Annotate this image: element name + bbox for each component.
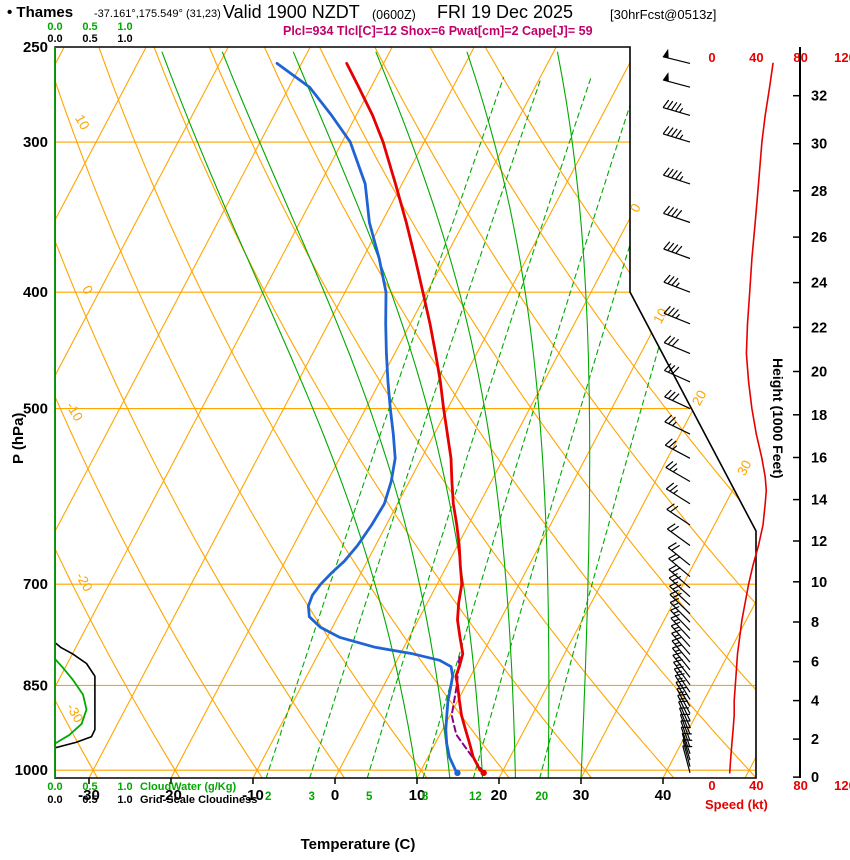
scale-value: 0.0 [47, 33, 63, 45]
svg-text:10: 10 [409, 787, 426, 804]
speed-axis-label: Speed (kt) [705, 797, 768, 812]
forecast-tag: [30hrFcst@0513z] [610, 7, 717, 22]
cloudwater-legend-label: CloudWater (g/Kg) [140, 781, 237, 793]
station-title: • Thames [7, 4, 74, 21]
svg-text:12: 12 [469, 791, 482, 803]
svg-text:-10: -10 [242, 787, 264, 804]
svg-text:5: 5 [366, 791, 373, 803]
scale-value: 0.5 [82, 21, 98, 33]
scale-value: 1.0 [117, 794, 133, 806]
valid-time-zulu: (0600Z) [372, 8, 416, 22]
scale-value: 0.5 [82, 33, 98, 45]
svg-text:400: 400 [23, 284, 48, 301]
height-axis-label: Height (1000 Feet) [770, 358, 786, 479]
scale-value: 0.0 [47, 794, 63, 806]
temperature-axis-label: Temperature (C) [300, 836, 416, 853]
scale-value: 0.5 [82, 781, 98, 793]
cloudwater-scale-bottom: 0.0 0.5 1.0 CloudWater (g/Kg) [0, 781, 300, 794]
svg-text:1000: 1000 [15, 762, 48, 779]
station-coordinates: -37.161°,175.549° (31,23) [94, 8, 221, 20]
svg-text:-30: -30 [78, 787, 100, 804]
plot-border [54, 46, 757, 779]
svg-text:700: 700 [23, 576, 48, 593]
svg-text:14: 14 [811, 493, 827, 509]
svg-text:-20: -20 [160, 787, 182, 804]
svg-text:6: 6 [811, 655, 819, 671]
svg-text:-10: -10 [63, 399, 86, 423]
cloudiness-scale-top: 0.0 0.5 1.0 [0, 33, 300, 46]
svg-text:24: 24 [811, 276, 827, 292]
svg-text:30: 30 [573, 787, 590, 804]
svg-text:4: 4 [811, 694, 819, 710]
sounding-curves [450, 656, 485, 774]
background-lines [55, 47, 756, 778]
valid-date: FRI 19 Dec 2025 [437, 2, 574, 22]
svg-text:0: 0 [331, 787, 339, 804]
svg-text:80: 80 [793, 778, 807, 793]
cloudiness-legend-label: Grid-Scale Cloudiness [140, 794, 258, 806]
svg-text:32: 32 [811, 89, 827, 105]
speed-curve [728, 62, 774, 774]
svg-text:8: 8 [422, 791, 429, 803]
cloud-profiles [55, 47, 96, 778]
svg-text:850: 850 [23, 677, 48, 694]
svg-text:-20: -20 [73, 570, 96, 594]
svg-text:26: 26 [811, 230, 827, 246]
svg-text:300: 300 [23, 134, 48, 151]
wind-barbs [662, 48, 693, 773]
scale-value: 0.0 [47, 781, 63, 793]
svg-text:0: 0 [79, 283, 96, 297]
svg-text:3: 3 [308, 791, 314, 803]
svg-text:20: 20 [491, 787, 508, 804]
dewpoint-curve [275, 62, 461, 777]
scale-value: 0.5 [82, 794, 98, 806]
svg-text:10: 10 [811, 575, 827, 591]
scale-value: 1.0 [117, 781, 133, 793]
scale-value: 1.0 [117, 33, 133, 45]
svg-text:30: 30 [811, 137, 827, 153]
svg-text:20: 20 [811, 364, 827, 380]
svg-text:8: 8 [811, 615, 819, 631]
svg-text:40: 40 [749, 50, 763, 65]
svg-text:2: 2 [811, 732, 819, 748]
scale-value: 1.0 [117, 21, 133, 33]
svg-text:20: 20 [535, 791, 548, 803]
temperature-curve [345, 62, 487, 777]
svg-text:16: 16 [811, 451, 827, 467]
pressure-axis-label: P (hPa) [10, 412, 27, 464]
svg-text:0: 0 [708, 50, 715, 65]
svg-text:22: 22 [811, 320, 827, 336]
svg-text:18: 18 [811, 408, 827, 424]
cloudiness-scale-bottom: 0.0 0.5 1.0 Grid-Scale Cloudiness [0, 794, 300, 807]
sounding-indices-line: Plcl=934 Tlcl[C]=12 Shox=6 Pwat[cm]=2 Ca… [283, 24, 593, 38]
svg-text:250: 250 [23, 39, 48, 56]
scale-value: 0.0 [47, 21, 63, 33]
svg-text:20: 20 [689, 388, 709, 408]
svg-text:40: 40 [655, 787, 672, 804]
svg-text:30: 30 [734, 458, 754, 478]
svg-text:12: 12 [811, 534, 827, 550]
svg-text:10: 10 [72, 112, 93, 133]
svg-text:0: 0 [811, 770, 819, 786]
svg-text:120: 120 [834, 50, 850, 65]
svg-text:0: 0 [708, 778, 715, 793]
svg-text:500: 500 [23, 401, 48, 418]
svg-text:2: 2 [265, 791, 271, 803]
cloudwater-scale-top: 0.0 0.5 1.0 [0, 21, 300, 34]
svg-text:40: 40 [749, 778, 763, 793]
svg-text:120: 120 [834, 778, 850, 793]
valid-time: Valid 1900 NZDT [223, 2, 360, 22]
svg-text:28: 28 [811, 184, 827, 200]
